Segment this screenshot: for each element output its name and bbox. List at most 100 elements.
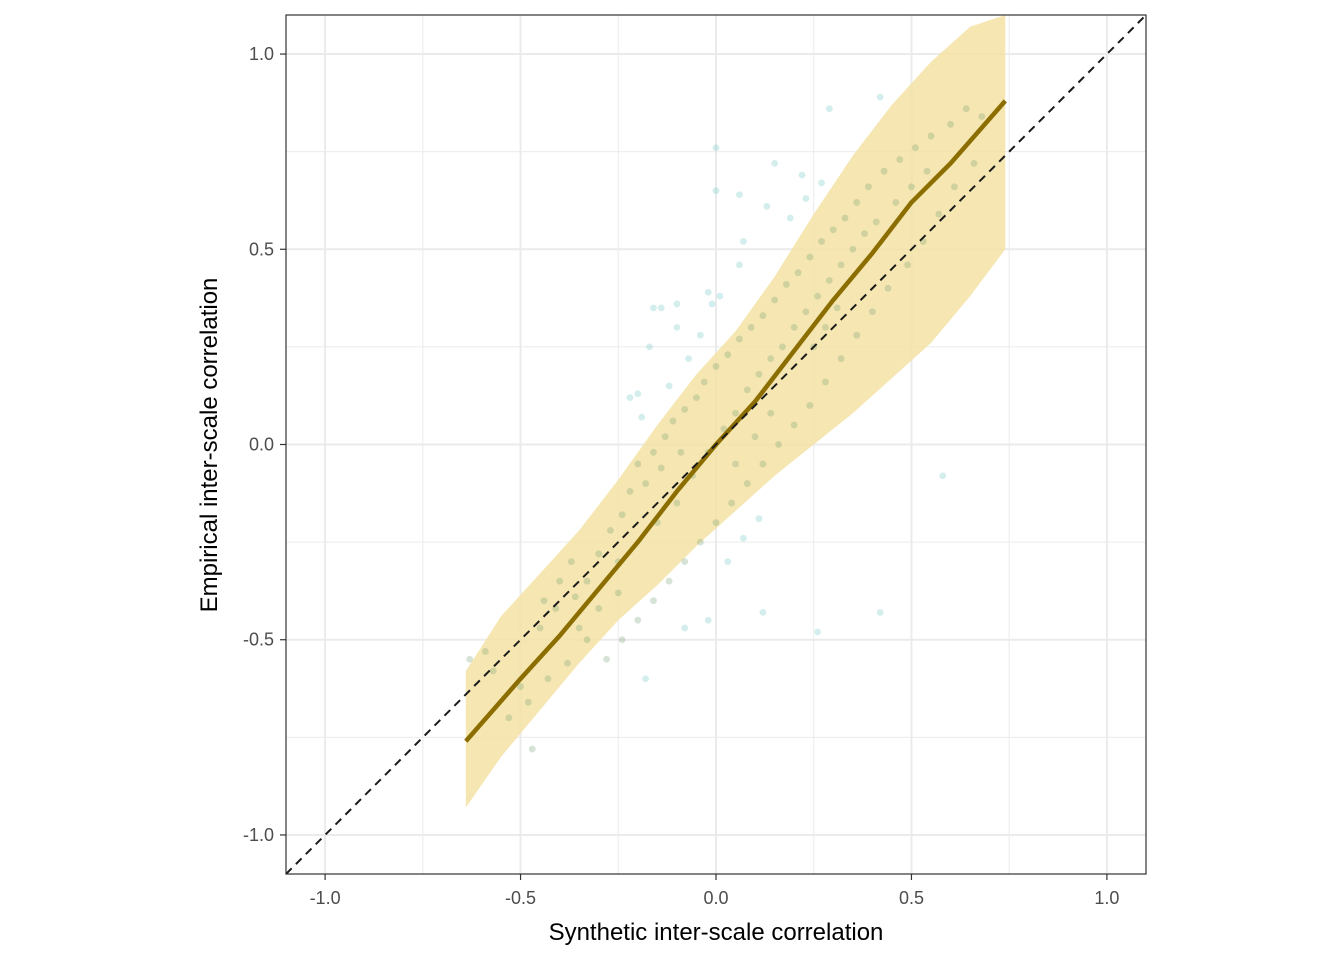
data-point	[657, 304, 665, 312]
data-point	[947, 120, 954, 128]
data-point	[939, 472, 947, 480]
data-point	[712, 363, 720, 370]
data-point	[962, 105, 970, 113]
data-point	[935, 210, 943, 218]
data-point	[771, 159, 779, 167]
data-point	[806, 253, 814, 261]
data-point	[739, 238, 747, 245]
data-point	[716, 292, 724, 300]
data-point	[466, 655, 474, 663]
data-point	[743, 386, 751, 394]
x-tick-label: 1.0	[1094, 888, 1119, 908]
data-point	[743, 480, 751, 487]
data-point	[865, 183, 872, 191]
data-point	[853, 199, 861, 206]
data-point	[790, 323, 798, 331]
data-point	[665, 577, 673, 585]
y-axis: -1.0 -0.5 0.0 0.5 1.0	[243, 44, 286, 845]
data-point	[908, 183, 915, 191]
data-point	[782, 281, 790, 288]
data-point	[673, 499, 681, 507]
data-point	[618, 511, 626, 519]
data-point	[779, 343, 786, 351]
data-point	[626, 487, 634, 495]
data-point	[540, 597, 548, 605]
data-point	[536, 624, 544, 632]
data-point	[736, 335, 743, 343]
scatter-points	[466, 93, 986, 753]
data-point	[696, 331, 704, 339]
data-point	[736, 191, 743, 199]
reference-line	[285, 14, 1147, 875]
data-point	[802, 195, 810, 202]
data-point	[775, 441, 782, 448]
y-tick-label: -0.5	[243, 630, 274, 650]
data-point	[786, 214, 794, 222]
data-point	[583, 577, 591, 585]
data-point	[794, 269, 802, 277]
data-point	[650, 597, 657, 605]
x-tick-label: 0.5	[899, 888, 924, 908]
data-point	[728, 499, 736, 507]
data-point	[681, 405, 689, 413]
data-point	[755, 370, 763, 378]
data-point	[829, 226, 837, 234]
data-point	[876, 93, 884, 101]
data-point	[732, 460, 739, 468]
data-point	[665, 382, 673, 390]
data-point	[634, 616, 642, 624]
data-point	[880, 167, 888, 175]
data-point	[904, 261, 911, 269]
data-point	[923, 167, 931, 175]
data-point	[595, 605, 603, 612]
data-point	[642, 480, 650, 487]
data-point	[661, 433, 669, 441]
band-area	[465, 15, 1006, 808]
data-point	[681, 558, 689, 566]
data-point	[571, 593, 579, 601]
data-point	[853, 331, 861, 339]
data-point	[841, 214, 849, 222]
data-point	[646, 343, 653, 351]
data-point	[759, 608, 767, 616]
data-point	[595, 550, 603, 558]
x-tick-label: 0.0	[703, 888, 728, 908]
data-point	[798, 171, 806, 179]
data-point	[736, 261, 743, 269]
y-tick-label: 1.0	[249, 44, 274, 64]
data-point	[790, 421, 798, 429]
y-tick-label: 0.0	[249, 435, 274, 455]
data-point	[837, 261, 845, 269]
data-point	[626, 394, 634, 402]
data-point	[638, 413, 646, 421]
data-point	[978, 113, 986, 120]
data-point	[575, 624, 583, 632]
data-point	[767, 355, 775, 362]
data-point	[708, 300, 716, 308]
data-point	[614, 589, 622, 597]
x-axis: -1.0 -0.5 0.0 0.5 1.0	[310, 874, 1119, 908]
data-point	[802, 308, 810, 316]
data-point	[650, 304, 657, 312]
data-point	[951, 183, 958, 191]
data-point	[771, 296, 779, 304]
data-point	[763, 202, 771, 210]
data-point	[583, 636, 591, 644]
x-tick-label: -0.5	[505, 888, 536, 908]
data-point	[818, 179, 825, 187]
data-point	[567, 558, 575, 566]
y-tick-label: -1.0	[243, 825, 274, 845]
data-point	[673, 323, 681, 331]
data-point	[712, 519, 720, 526]
data-point	[814, 628, 822, 636]
data-point	[642, 675, 650, 683]
data-point	[669, 417, 677, 425]
data-point	[696, 538, 704, 546]
data-point	[755, 515, 763, 523]
data-point	[700, 378, 708, 386]
x-axis-title: Synthetic inter-scale correlation	[549, 919, 884, 946]
data-point	[876, 608, 884, 616]
y-tick-label: 0.5	[249, 239, 274, 259]
data-point	[720, 425, 728, 433]
data-point	[528, 745, 536, 753]
